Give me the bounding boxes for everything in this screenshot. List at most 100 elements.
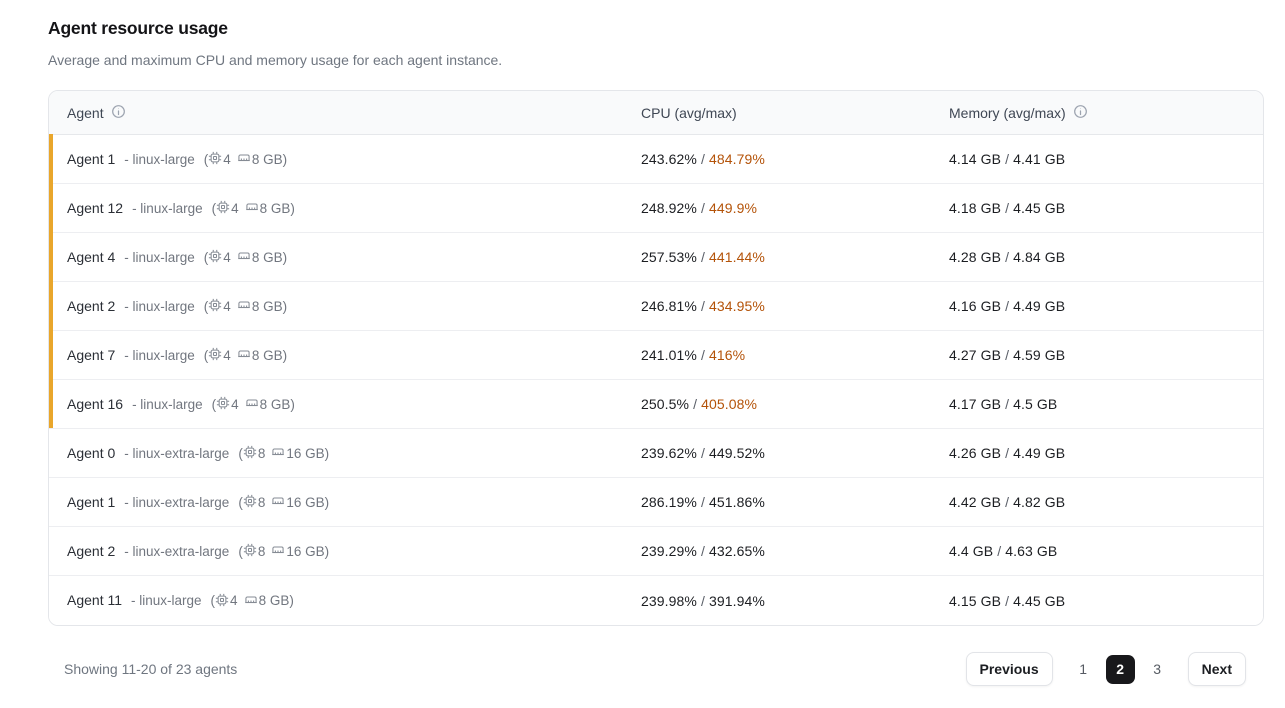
memory-usage-cell: 4.15 GB/4.45 GB (949, 593, 1263, 609)
table-row: Agent 1 - linux-large ( 4 (49, 134, 1263, 184)
agent-instance-type: - linux-large (124, 347, 195, 363)
agent-name: Agent 2 (67, 542, 116, 559)
agent-cell: Agent 4 - linux-large ( 4 (49, 249, 641, 266)
cpu-avg-value: 241.01% (641, 347, 697, 363)
table-body: Agent 1 - linux-large ( 4 (49, 134, 1263, 625)
next-page-button[interactable]: Next (1187, 652, 1246, 686)
cpu-max-value: 434.95% (708, 298, 765, 314)
value-separator: / (1005, 396, 1010, 412)
cpu-max-value: 432.65% (708, 543, 765, 559)
cpu-chip-icon (243, 445, 258, 462)
agent-memory-size: 8 GB (251, 249, 283, 265)
agent-cell: Agent 1 - linux-large ( 4 (49, 151, 641, 168)
column-header-memory: Memory (avg/max) (949, 104, 1263, 122)
agent-memory-size: 8 GB (259, 200, 291, 216)
cpu-usage-cell: 243.62%/484.79% (641, 151, 949, 167)
spec-open-paren: ( (203, 151, 209, 167)
spec-close-paren: ) (290, 200, 295, 216)
cpu-max-value: 405.08% (701, 396, 758, 412)
value-separator: / (1005, 151, 1010, 167)
agent-memory-size: 16 GB (286, 445, 325, 461)
table-row: Agent 0 - linux-extra-large ( 8 (49, 429, 1263, 478)
agent-cell: Agent 0 - linux-extra-large ( 8 (49, 445, 641, 462)
page-title: Agent resource usage (48, 18, 228, 38)
agent-memory-size: 8 GB (258, 593, 290, 608)
value-separator: / (997, 543, 1002, 559)
agent-cpu-count: 8 (257, 445, 266, 461)
agent-name: Agent 1 (67, 150, 116, 167)
ram-module-icon (271, 494, 286, 511)
cpu-usage-cell: 239.29%/432.65% (641, 543, 949, 559)
spec-open-paren: ( (238, 445, 243, 461)
value-separator: / (700, 249, 705, 265)
memory-avg-value: 4.14 GB (949, 151, 1002, 167)
cpu-avg-value: 250.5% (641, 396, 690, 412)
ram-module-icon (237, 151, 252, 168)
cpu-chip-icon (208, 249, 223, 266)
agent-cell: Agent 12 - linux-large ( 4 (49, 200, 641, 217)
agent-spec: ( 4 (204, 151, 287, 168)
value-separator: / (1005, 249, 1010, 265)
agent-spec: ( 4 (204, 249, 287, 266)
spec-close-paren: ) (282, 151, 288, 167)
agent-cpu-count: 4 (223, 249, 231, 265)
page-button-1[interactable]: 1 (1069, 655, 1098, 684)
memory-max-value: 4.84 GB (1013, 249, 1066, 265)
table-footer: Showing 11-20 of 23 agents Previous 1 2 … (48, 652, 1264, 686)
spec-close-paren: ) (282, 347, 288, 363)
memory-usage-cell: 4.14 GB/4.41 GB (949, 151, 1263, 167)
agent-spec: ( 4 (204, 347, 287, 364)
table-row: Agent 11 - linux-large ( 4 (49, 576, 1263, 625)
ram-module-icon (245, 396, 260, 413)
spec-open-paren: ( (238, 494, 243, 510)
memory-max-value: 4.82 GB (1013, 494, 1066, 510)
value-separator: / (700, 200, 705, 216)
column-header-memory-label: Memory (avg/max) (949, 104, 1066, 121)
memory-usage-cell: 4.26 GB/4.49 GB (949, 445, 1263, 461)
agent-instance-type: - linux-large (131, 593, 202, 608)
agent-cell: Agent 2 - linux-extra-large ( 8 (49, 543, 641, 560)
cpu-usage-cell: 241.01%/416% (641, 347, 949, 363)
info-icon[interactable] (1073, 104, 1088, 122)
agent-name: Agent 0 (67, 444, 116, 461)
previous-page-button[interactable]: Previous (965, 652, 1053, 686)
agent-cell: Agent 7 - linux-large ( 4 (49, 347, 641, 364)
cpu-avg-value: 239.29% (641, 543, 697, 559)
agent-name: Agent 2 (67, 297, 116, 314)
cpu-chip-icon (216, 396, 231, 413)
cpu-usage-cell: 239.98%/391.94% (641, 593, 949, 609)
cpu-chip-icon (243, 494, 258, 511)
memory-usage-cell: 4.28 GB/4.84 GB (949, 249, 1263, 265)
cpu-usage-cell: 239.62%/449.52% (641, 445, 949, 461)
value-separator: / (700, 347, 705, 363)
info-icon[interactable] (111, 104, 126, 122)
agent-memory-size: 16 GB (286, 543, 325, 559)
ram-module-icon (271, 445, 286, 462)
spec-open-paren: ( (211, 396, 217, 412)
agent-name: Agent 16 (67, 395, 124, 412)
agent-name: Agent 7 (67, 346, 116, 363)
value-separator: / (1005, 200, 1010, 216)
memory-usage-cell: 4.4 GB/4.63 GB (949, 543, 1263, 559)
memory-usage-cell: 4.42 GB/4.82 GB (949, 494, 1263, 510)
memory-avg-value: 4.17 GB (949, 396, 1002, 412)
value-separator: / (1005, 445, 1010, 461)
memory-avg-value: 4.4 GB (949, 543, 994, 559)
value-separator: / (700, 151, 705, 167)
agent-instance-type: - linux-large (132, 200, 203, 216)
page-button-3[interactable]: 3 (1143, 655, 1172, 684)
agent-cell: Agent 2 - linux-large ( 4 (49, 298, 641, 315)
value-separator: / (1005, 592, 1010, 609)
agent-spec: ( 8 (238, 494, 329, 511)
agent-usage-table: Agent CPU (avg/max) Memory (avg/max) (48, 90, 1264, 626)
agent-spec: ( 4 (212, 396, 295, 413)
spec-close-paren: ) (324, 445, 330, 461)
agent-instance-type: - linux-large (124, 151, 195, 167)
agent-instance-type: - linux-large (132, 396, 203, 412)
spec-close-paren: ) (289, 593, 294, 608)
agent-name: Agent 11 (67, 592, 123, 608)
agent-spec: ( 4 (212, 200, 295, 217)
memory-avg-value: 4.16 GB (949, 298, 1002, 314)
page-button-2[interactable]: 2 (1105, 654, 1135, 684)
agent-cpu-count: 4 (223, 298, 231, 314)
